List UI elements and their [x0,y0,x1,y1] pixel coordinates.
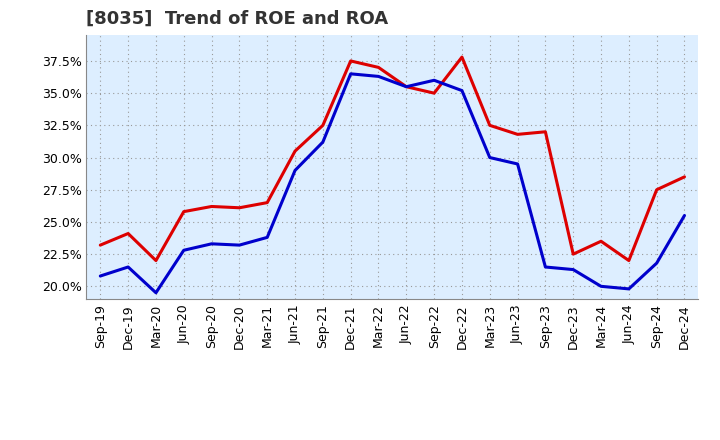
ROA [513,161,522,167]
ROE [152,258,161,263]
ROA [124,264,132,270]
ROE [624,258,633,263]
ROE [541,129,550,135]
ROA [263,235,271,240]
ROA [569,267,577,272]
ROA [485,155,494,160]
ROA [680,213,689,218]
ROA [96,273,104,279]
ROE [569,252,577,257]
ROA [179,248,188,253]
ROE [485,123,494,128]
Line: ROA: ROA [100,74,685,293]
ROE [96,242,104,248]
ROE [513,132,522,137]
ROE [318,123,327,128]
ROA [402,84,410,89]
ROE [235,205,243,210]
Line: ROE: ROE [100,57,685,260]
ROA [152,290,161,295]
ROE [374,65,383,70]
ROE [124,231,132,236]
ROA [235,242,243,248]
ROA [541,264,550,270]
ROA [652,260,661,266]
ROE [346,59,355,64]
ROA [207,241,216,246]
ROA [458,88,467,93]
ROE [652,187,661,192]
ROE [263,200,271,205]
ROE [179,209,188,214]
ROE [207,204,216,209]
Text: [8035]  Trend of ROE and ROA: [8035] Trend of ROE and ROA [86,10,389,28]
ROA [374,74,383,79]
ROE [291,148,300,154]
ROA [597,284,606,289]
ROE [430,91,438,96]
ROE [458,55,467,60]
ROA [430,77,438,83]
ROA [318,139,327,145]
ROA [624,286,633,292]
ROA [291,168,300,173]
ROE [680,174,689,180]
ROE [597,238,606,244]
ROA [346,71,355,77]
ROE [402,84,410,89]
